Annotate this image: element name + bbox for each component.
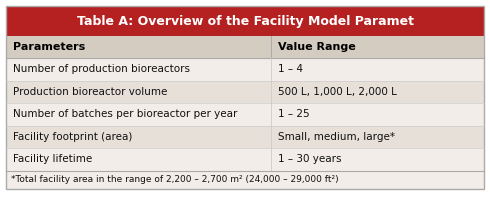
Bar (6, 125, 484, 148)
Text: Production bioreactor volume: Production bioreactor volume (13, 87, 168, 97)
Text: Facility footprint (area): Facility footprint (area) (13, 132, 132, 142)
Bar (6, 6, 484, 36)
Text: Parameters: Parameters (13, 42, 85, 52)
Text: Facility lifetime: Facility lifetime (13, 154, 92, 164)
Bar (6, 6, 484, 189)
Bar (6, 6, 484, 189)
Bar (6, 170, 484, 189)
Bar (6, 103, 484, 125)
Text: 1 – 4: 1 – 4 (278, 64, 303, 74)
Bar (6, 58, 484, 80)
Text: 500 L, 1,000 L, 2,000 L: 500 L, 1,000 L, 2,000 L (278, 87, 397, 97)
Text: Value Range: Value Range (278, 42, 356, 52)
Text: 1 – 25: 1 – 25 (278, 109, 310, 119)
Bar (6, 80, 484, 103)
Text: Small, medium, large*: Small, medium, large* (278, 132, 395, 142)
Text: Number of batches per bioreactor per year: Number of batches per bioreactor per yea… (13, 109, 237, 119)
Bar (6, 148, 484, 170)
Text: *Total facility area in the range of 2,200 – 2,700 m² (24,000 – 29,000 ft²): *Total facility area in the range of 2,2… (11, 175, 339, 184)
Text: Number of production bioreactors: Number of production bioreactors (13, 64, 190, 74)
Text: Table A: Overview of the Facility Model Paramet: Table A: Overview of the Facility Model … (76, 15, 414, 28)
Bar (6, 36, 484, 58)
Text: 1 – 30 years: 1 – 30 years (278, 154, 342, 164)
